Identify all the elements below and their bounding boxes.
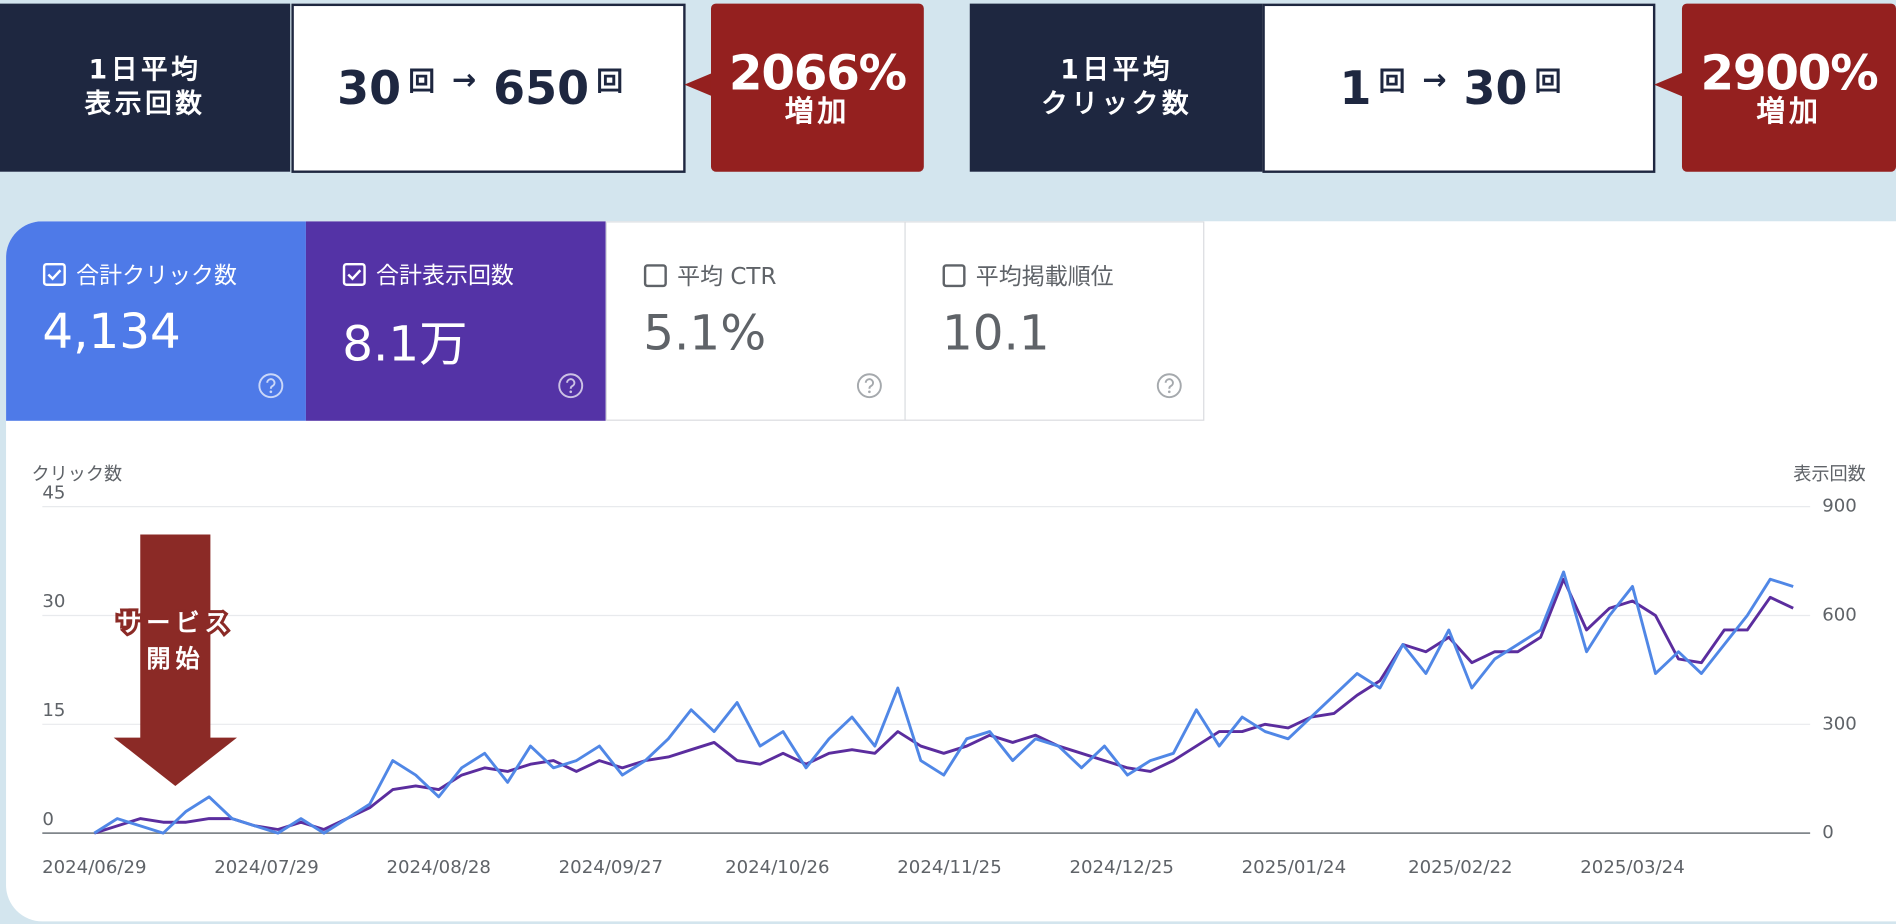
- unit: 回: [408, 67, 435, 98]
- y-axis-title: クリック数: [31, 464, 122, 485]
- checkbox[interactable]: [42, 262, 66, 286]
- y-tick-label: 30: [42, 591, 65, 612]
- summary-label: 1日平均 クリック数: [969, 3, 1264, 172]
- arrow: →: [1422, 62, 1447, 97]
- help-mark: [566, 378, 576, 389]
- growth-value: 2900%: [1700, 45, 1878, 101]
- metric-value: 4,134: [42, 304, 181, 361]
- to-value: 30: [1463, 61, 1528, 115]
- metric-value: 8.1万: [342, 316, 468, 373]
- x-tick-label: 2024/08/28: [386, 857, 490, 878]
- help-dot: [868, 390, 871, 394]
- summary-change: 1 回 → 30 回: [1262, 3, 1656, 173]
- help-circle: [258, 373, 284, 399]
- checkbox[interactable]: [942, 263, 966, 287]
- help-mark: [1164, 378, 1174, 389]
- help-icon: [258, 373, 284, 399]
- x-tick-label: 2024/11/25: [897, 857, 1001, 878]
- growth-label: 増加: [784, 93, 851, 128]
- arrow: →: [451, 62, 477, 97]
- search-console-panel: 合計クリック数 4,134 合計表示回数 8.1万 平均 CTR 5.1% 平均…: [6, 221, 1896, 922]
- metric-name: 平均 CTR: [677, 263, 777, 291]
- checkbox[interactable]: [342, 262, 366, 286]
- growth-label: 増加: [1756, 93, 1822, 128]
- help-dot: [269, 390, 273, 394]
- y2-tick-label: 600: [1822, 604, 1857, 625]
- help-mark: [864, 378, 874, 389]
- growth-badge: 2066% 増加: [710, 3, 924, 172]
- summary-label: 1日平均 表示回数: [0, 3, 291, 172]
- metric-name: 合計クリック数: [76, 262, 238, 289]
- from-value: 30: [337, 61, 402, 115]
- annotation-arrow: [113, 534, 237, 786]
- help-icons: [258, 373, 1182, 399]
- metric-name: 平均掲載順位: [975, 263, 1114, 291]
- unit: 回: [596, 67, 623, 98]
- annotation-text: 開始: [146, 645, 204, 673]
- to-value: 650: [493, 61, 590, 115]
- series-line: [93, 577, 1794, 835]
- metric-tab[interactable]: 平均掲載順位 10.1: [904, 221, 1205, 421]
- help-circle: [558, 373, 584, 399]
- unit: 回: [1378, 67, 1406, 98]
- label-line: 1日平均: [1060, 55, 1174, 86]
- x-tick-label: 2024/12/25: [1069, 857, 1173, 878]
- x-tick-label: 2025/03/24: [1580, 857, 1684, 878]
- metric-value: 10.1: [941, 305, 1050, 362]
- growth-badge: 2900% 増加: [1681, 3, 1896, 172]
- help-circle: [1156, 373, 1182, 399]
- metric-name: 合計表示回数: [376, 262, 514, 289]
- x-tick-label: 2024/10/26: [725, 857, 829, 878]
- x-tick-label: 2024/07/29: [214, 857, 318, 878]
- y2-tick-label: 900: [1822, 496, 1857, 517]
- help-mark: [266, 378, 276, 389]
- y2-tick-label: 300: [1822, 713, 1857, 734]
- series-line: [93, 570, 1794, 835]
- x-tick-label: 2024/09/27: [559, 857, 663, 878]
- unit: 回: [1534, 67, 1562, 98]
- badge-pointer: [1654, 72, 1684, 97]
- metric-tab[interactable]: 平均 CTR 5.1%: [605, 221, 906, 421]
- label-line: クリック数: [1041, 88, 1193, 120]
- help-circle: [856, 373, 882, 399]
- y-tick-label: 45: [42, 482, 65, 503]
- help-icon: [1156, 373, 1182, 399]
- help-dot: [1167, 390, 1171, 394]
- metric-value: 5.1%: [643, 305, 767, 362]
- y-tick-label: 0: [42, 809, 54, 830]
- metric-tab[interactable]: 合計表示回数 8.1万: [305, 221, 606, 421]
- summary-change: 30 回 → 650 回: [291, 3, 686, 173]
- help-icon: [558, 373, 584, 399]
- metric-tab[interactable]: 合計クリック数 4,134: [6, 221, 306, 421]
- y2-tick-label: 0: [1822, 822, 1834, 843]
- checkbox[interactable]: [643, 263, 667, 287]
- x-tick-label: 2025/02/22: [1408, 857, 1512, 878]
- annotation-text: サービス: [117, 609, 233, 637]
- x-tick-label: 2025/01/24: [1242, 857, 1346, 878]
- from-value: 1: [1339, 61, 1372, 115]
- y-tick-label: 15: [42, 700, 65, 721]
- help-dot: [569, 390, 573, 394]
- label-line: 表示回数: [84, 88, 206, 120]
- help-icon: [856, 373, 882, 399]
- label-line: 1日平均: [88, 55, 202, 86]
- badge-pointer: [684, 72, 714, 97]
- y2-axis-title: 表示回数: [1793, 464, 1866, 485]
- x-tick-label: 2024/06/29: [42, 857, 146, 878]
- growth-value: 2066%: [728, 45, 907, 101]
